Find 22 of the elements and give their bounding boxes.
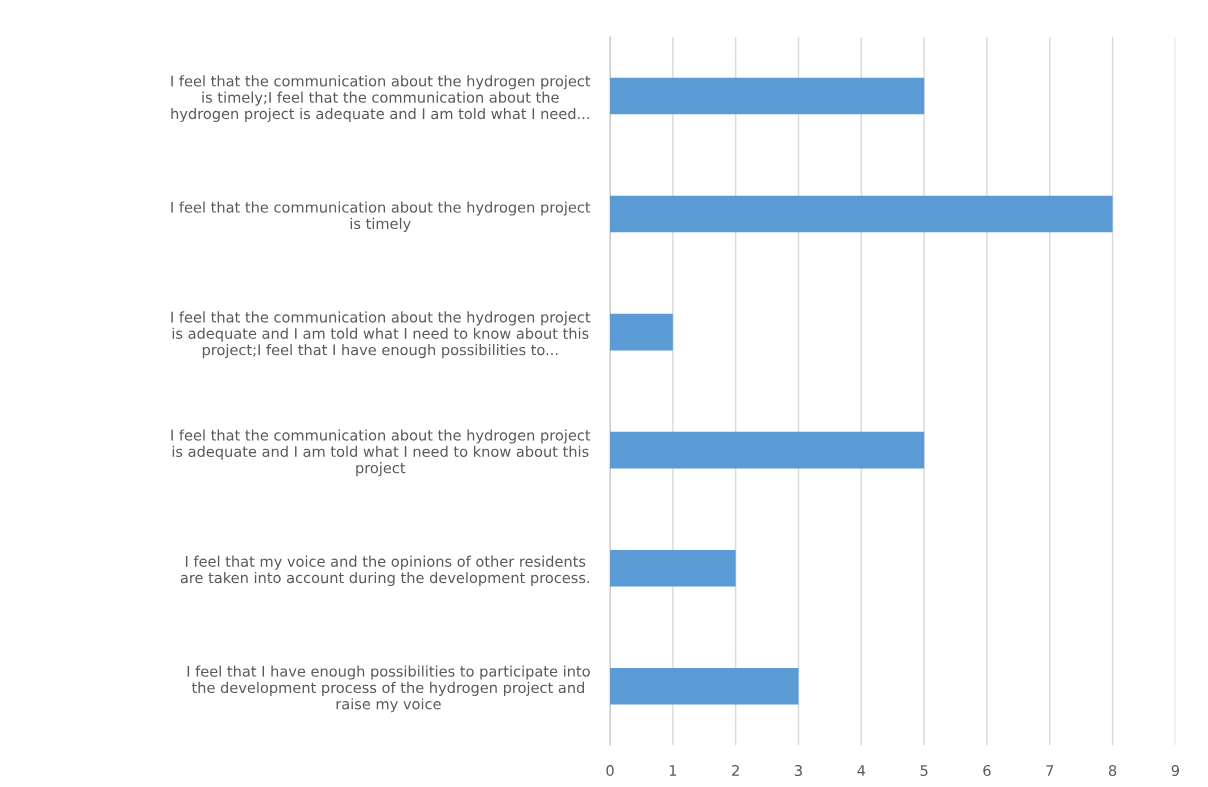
x-tick-label: 6 [983, 764, 991, 777]
y-tick-label: I feel that the communication about the hydrogen project is timely [171, 201, 591, 232]
bar [610, 313, 673, 351]
bar [610, 195, 1113, 233]
bar [610, 549, 736, 587]
y-tick-label: I feel that the communication about the hydrogen project is adequate and I am told what I need to know about this project [171, 429, 591, 477]
y-tick-label: I feel that my voice and the opinions of other residents are taken into account during the development process. [180, 555, 590, 587]
x-tick-label: 1 [669, 765, 677, 776]
x-tick-label: 2 [732, 764, 739, 776]
y-tick-label: I feel that the communication about the hydrogen project is adequate and I am told what I need to know about this project;I feel that I have enough possibilities to... [171, 311, 591, 359]
x-tick-label: 7 [1046, 765, 1054, 776]
bar [610, 667, 799, 705]
bar [610, 77, 925, 115]
x-tick-label: 5 [920, 765, 928, 777]
x-tick-label: 0 [606, 764, 614, 777]
x-tick-label: 9 [1171, 764, 1179, 777]
x-tick-label: 3 [794, 764, 802, 777]
x-tick-label: 8 [1108, 764, 1117, 777]
y-tick-label: I feel that I have enough possibilities to participate into the development process of the hydrogen project and raise my voice [187, 665, 590, 713]
y-tick-label: I feel that the communication about the hydrogen project is timely;I feel that the communication about the hydrogen project is adequate and I am told what I need... [171, 75, 591, 123]
bar [610, 431, 925, 469]
x-tick-label: 4 [857, 765, 866, 776]
